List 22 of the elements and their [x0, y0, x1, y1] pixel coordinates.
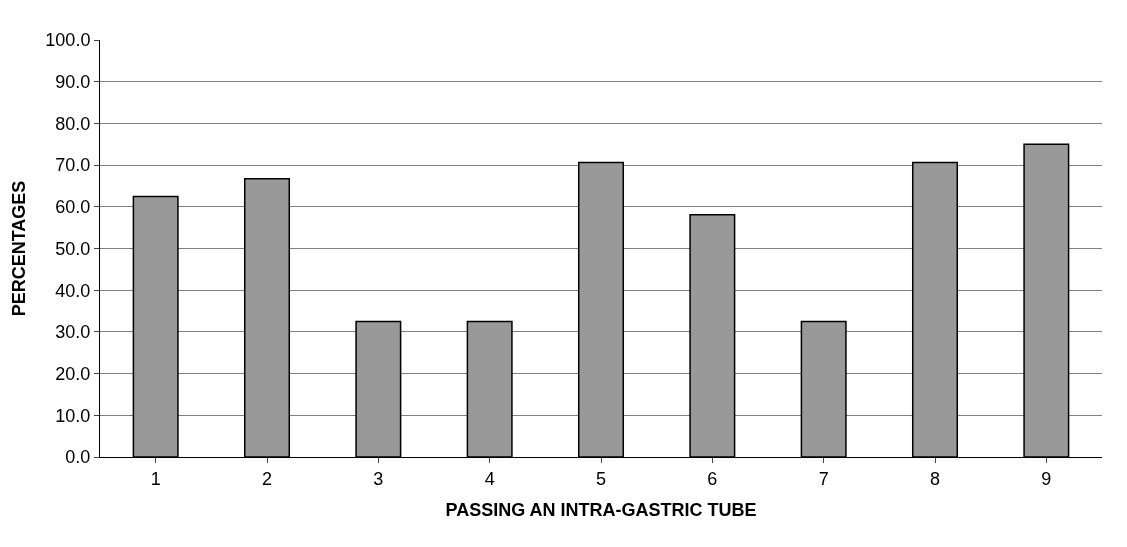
- x-tick-label: 7: [818, 468, 829, 489]
- x-tick-label: 9: [1041, 468, 1052, 489]
- x-tick-label: 1: [150, 468, 161, 489]
- y-tick-label: 50.0: [55, 238, 91, 259]
- y-tick-label: 90.0: [55, 72, 91, 92]
- y-tick-label: 30.0: [55, 322, 91, 343]
- x-axis-title: PASSING AN INTRA-GASTRIC TUBE: [445, 499, 757, 520]
- x-tick-label: 5: [595, 468, 607, 489]
- y-tick-label: 40.0: [55, 280, 91, 301]
- y-tick-label: 20.0: [55, 363, 91, 384]
- y-tick-label: 80.0: [55, 113, 91, 134]
- x-tick-label: 2: [261, 468, 273, 489]
- y-tick-label: 60.0: [55, 197, 91, 218]
- y-tick-label: 10.0: [55, 405, 91, 426]
- y-tick-label: 100.0: [45, 30, 91, 51]
- y-tick-label: 70.0: [55, 155, 91, 176]
- y-axis-title: PERCENTAGES: [8, 180, 29, 317]
- y-tick-label: 0.0: [65, 447, 91, 468]
- x-tick-label: 4: [484, 468, 495, 489]
- x-tick-label: 8: [929, 468, 941, 489]
- x-tick-label: 6: [707, 468, 718, 489]
- x-tick-label: 3: [373, 468, 384, 489]
